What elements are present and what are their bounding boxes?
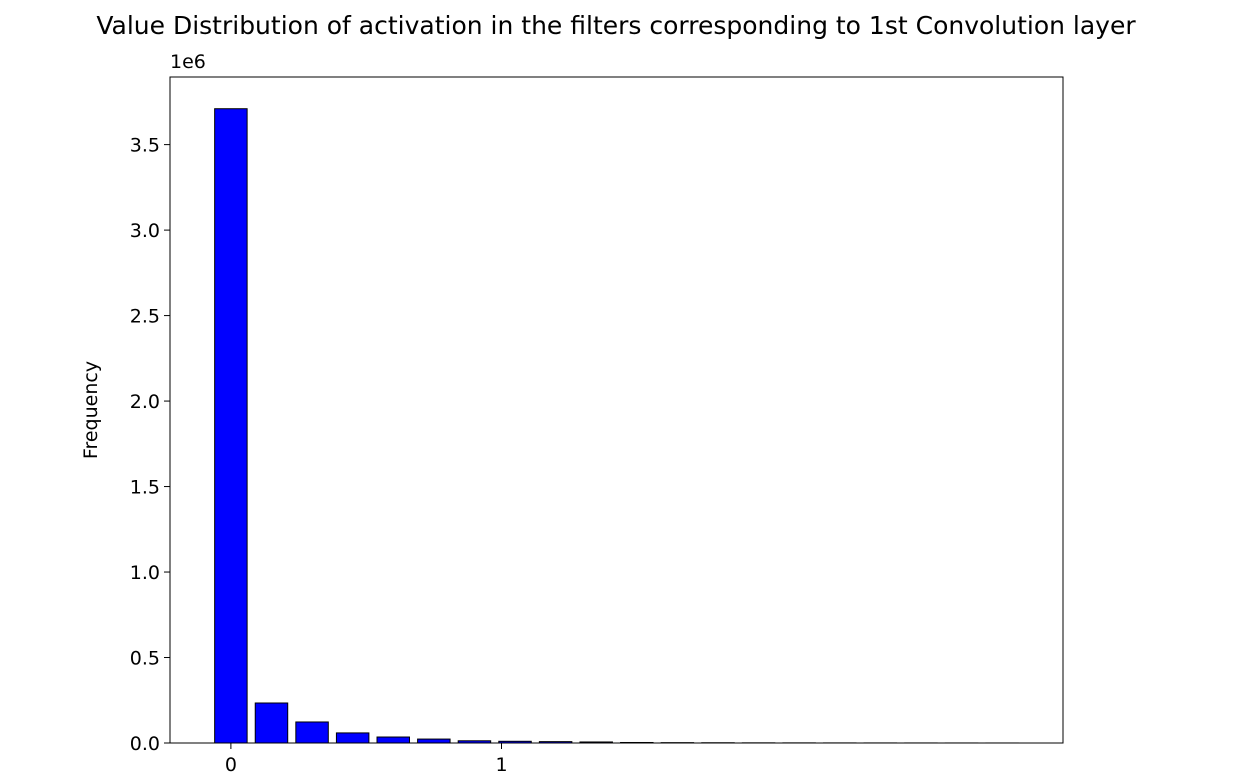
y-axis-label: Frequency [80,361,102,459]
y-tick-label: 2.5 [130,306,160,328]
bar [214,108,248,744]
y-offset-label: 1e6 [170,51,206,73]
y-tick-label: 1.5 [130,477,160,499]
plot-frame [169,76,1064,744]
bar [376,736,410,744]
bar [335,732,370,744]
x-tick-label: 0 [225,754,237,776]
chart-title: Value Distribution of activation in the … [96,11,1136,40]
y-tick-label: 2.0 [130,391,160,413]
bar [295,721,329,744]
y-tick-label: 3.5 [130,135,160,157]
x-tick-label: 1 [495,754,507,776]
y-tick-label: 3.0 [130,220,160,242]
y-tick-label: 1.0 [130,562,160,584]
y-tick-label: 0.5 [130,648,160,670]
bar [417,738,451,744]
bar [254,702,289,744]
y-tick-label: 0.0 [130,733,160,755]
